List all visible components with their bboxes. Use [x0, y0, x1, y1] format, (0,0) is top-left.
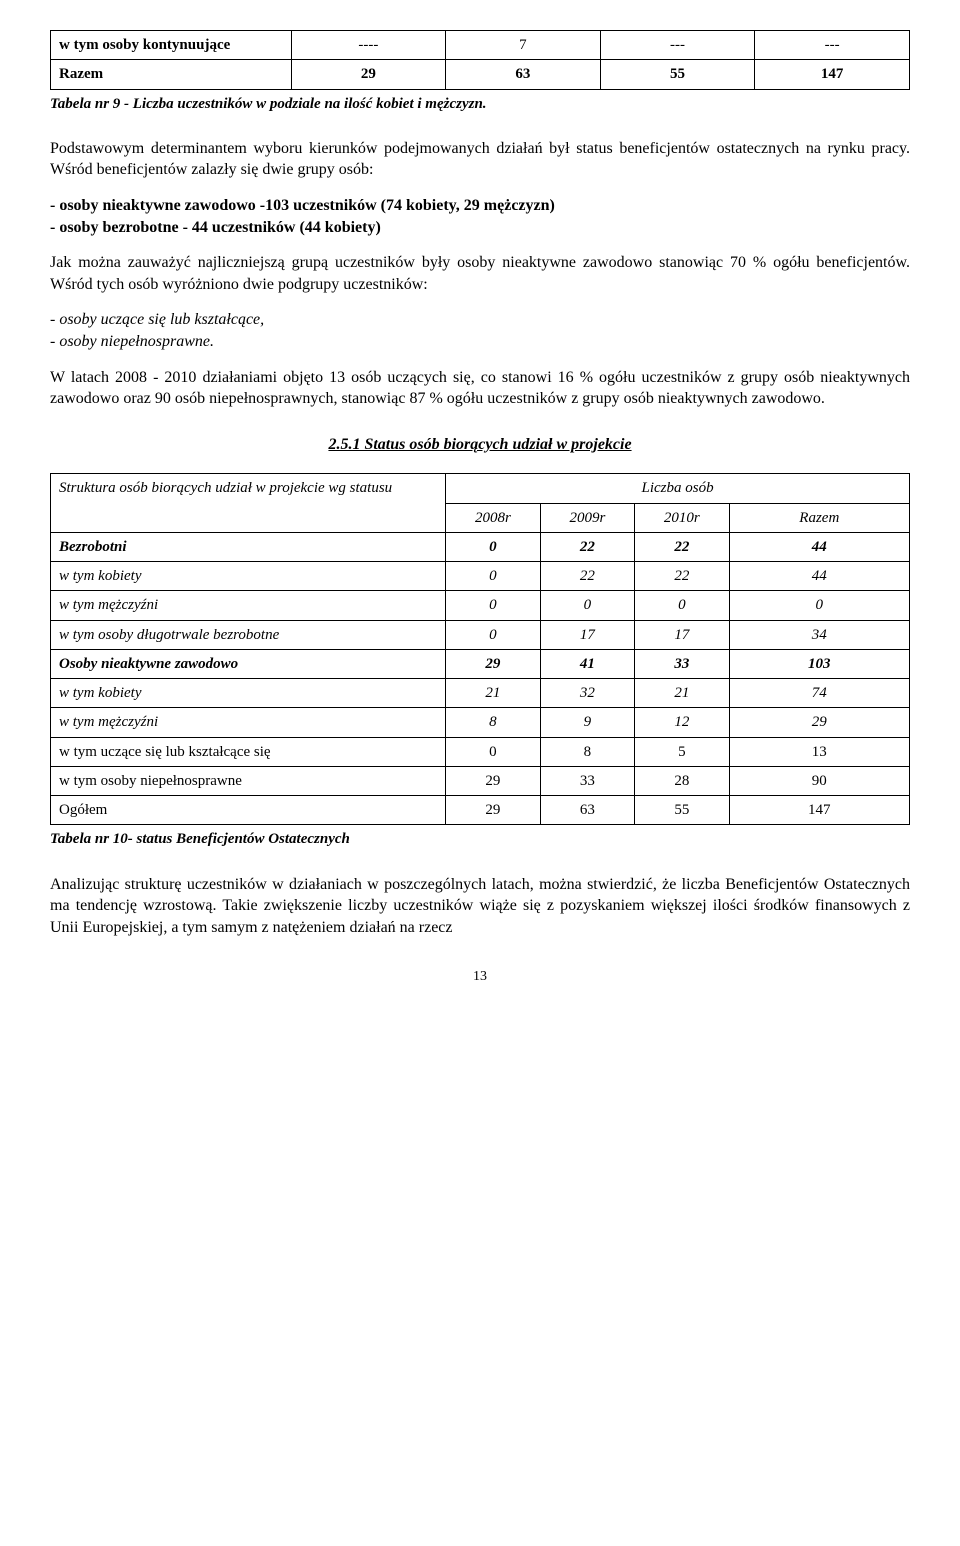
t1-r1-c2: ----: [358, 37, 378, 53]
t1-r2-c4: 55: [670, 66, 685, 82]
table-cell: 90: [729, 766, 909, 795]
table-cell: 22: [540, 562, 634, 591]
table-cell: 13: [729, 737, 909, 766]
list-item-4: - osoby niepełnosprawne.: [50, 333, 214, 350]
table-cell: 0: [446, 532, 540, 561]
t1-r2-c3: 63: [515, 66, 530, 82]
t2-h-y2: 2009r: [569, 510, 605, 526]
table-row-label: w tym osoby długotrwale bezrobotne: [59, 627, 279, 643]
table-cell: 5: [635, 737, 729, 766]
table-cell: 44: [729, 562, 909, 591]
table-cell: 63: [540, 796, 634, 825]
t1-r1-c1: w tym osoby kontynuujące: [59, 37, 230, 53]
t1-r1-c5: ---: [825, 37, 840, 53]
table-cell: 33: [635, 649, 729, 678]
t1-r1-c3: 7: [519, 37, 527, 53]
table-cell: 0: [729, 591, 909, 620]
t1-r1-c4: ---: [670, 37, 685, 53]
t2-h-y1: 2008r: [475, 510, 511, 526]
t1-r2-c2: 29: [361, 66, 376, 82]
table-row-label: w tym kobiety: [59, 568, 141, 584]
t1-r2-c1: Razem: [59, 66, 103, 82]
t2-h-y3: 2010r: [664, 510, 700, 526]
table-cell: 22: [635, 532, 729, 561]
table-9: w tym osoby kontynuujące ---- 7 --- --- …: [50, 30, 910, 90]
table-cell: 103: [729, 649, 909, 678]
table-cell: 33: [540, 766, 634, 795]
table-row-label: Osoby nieaktywne zawodowo: [59, 656, 238, 672]
table-cell: 0: [540, 591, 634, 620]
table-row-label: w tym osoby niepełnosprawne: [59, 773, 242, 789]
table-cell: 55: [635, 796, 729, 825]
table-cell: 9: [540, 708, 634, 737]
table-cell: 29: [446, 796, 540, 825]
table-cell: 29: [446, 649, 540, 678]
table-cell: 12: [635, 708, 729, 737]
table-cell: 0: [446, 591, 540, 620]
list-item-3: - osoby uczące się lub kształcące,: [50, 311, 264, 328]
paragraph-3: W latach 2008 - 2010 działaniami objęto …: [50, 367, 910, 410]
table-cell: 32: [540, 679, 634, 708]
paragraph-4: Analizując strukturę uczestników w dział…: [50, 874, 910, 939]
t2-h-y4: Razem: [799, 510, 839, 526]
table-row-label: w tym uczące się lub kształcące się: [59, 744, 271, 760]
table-cell: 74: [729, 679, 909, 708]
paragraph-1: Podstawowym determinantem wyboru kierunk…: [50, 138, 910, 181]
paragraph-2: Jak można zauważyć najliczniejszą grupą …: [50, 252, 910, 295]
table-cell: 22: [635, 562, 729, 591]
table-cell: 29: [446, 766, 540, 795]
table-row-label: w tym kobiety: [59, 685, 141, 701]
table-cell: 29: [729, 708, 909, 737]
table-cell: 17: [540, 620, 634, 649]
table-row-label: Bezrobotni: [59, 539, 127, 555]
list-item-1: - osoby nieaktywne zawodowo -103 uczestn…: [50, 197, 555, 214]
table-cell: 0: [635, 591, 729, 620]
table-9-caption: Tabela nr 9 - Liczba uczestników w podzi…: [50, 94, 910, 114]
table-cell: 34: [729, 620, 909, 649]
table-cell: 0: [446, 737, 540, 766]
t2-h-c2: Liczba osób: [642, 480, 714, 496]
table-cell: 8: [540, 737, 634, 766]
table-row-label: w tym mężczyźni: [59, 597, 158, 613]
table-cell: 21: [446, 679, 540, 708]
table-cell: 17: [635, 620, 729, 649]
table-row-label: w tym mężczyźni: [59, 714, 158, 730]
table-cell: 44: [729, 532, 909, 561]
t2-h-c1: Struktura osób biorących udział w projek…: [59, 480, 392, 496]
page-number: 13: [50, 968, 910, 987]
table-cell: 22: [540, 532, 634, 561]
table-cell: 21: [635, 679, 729, 708]
list-item-2: - osoby bezrobotne - 44 uczestników (44 …: [50, 219, 381, 236]
section-title: 2.5.1 Status osób biorących udział w pro…: [50, 434, 910, 456]
table-cell: 41: [540, 649, 634, 678]
table-10: Struktura osób biorących udział w projek…: [50, 473, 910, 825]
table-cell: 28: [635, 766, 729, 795]
table-row-label: Ogółem: [59, 802, 107, 818]
table-10-caption: Tabela nr 10- status Beneficjentów Ostat…: [50, 829, 910, 849]
table-cell: 147: [729, 796, 909, 825]
t1-r2-c5: 147: [821, 66, 844, 82]
table-cell: 0: [446, 620, 540, 649]
table-cell: 8: [446, 708, 540, 737]
table-cell: 0: [446, 562, 540, 591]
